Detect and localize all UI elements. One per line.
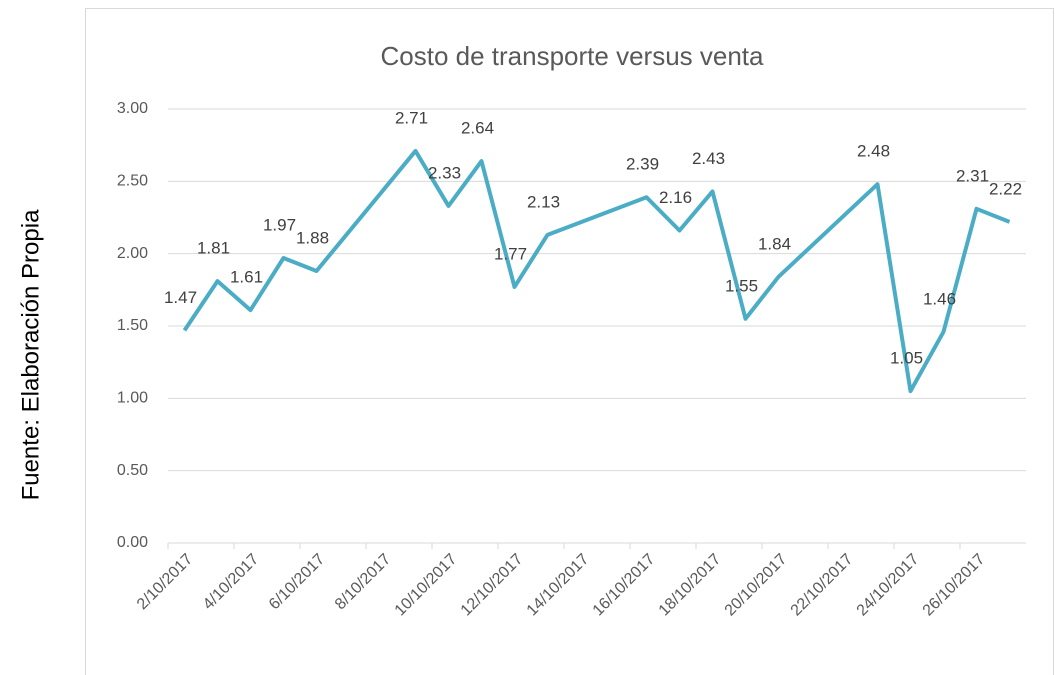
data-label: 1.97 — [263, 215, 296, 234]
data-label: 2.48 — [857, 142, 890, 161]
y-tick-label: 0.00 — [117, 534, 148, 551]
y-tick-label: 0.50 — [117, 462, 148, 479]
chart-title: Costo de transporte versus venta — [381, 41, 765, 71]
data-label: 2.43 — [692, 149, 725, 168]
data-label: 1.84 — [758, 234, 791, 253]
data-line — [182, 148, 1011, 394]
data-label: 1.61 — [230, 268, 263, 287]
source-note: Fuente: Elaboración Propia — [17, 209, 44, 501]
y-tick-label: 2.50 — [117, 173, 148, 190]
data-label: 1.55 — [725, 276, 758, 295]
data-label: 2.16 — [659, 188, 692, 207]
data-label: 2.64 — [461, 119, 494, 138]
data-label: 1.77 — [494, 244, 527, 263]
chart-frame — [85, 8, 1054, 675]
data-label: 2.71 — [395, 108, 428, 127]
data-label: 2.33 — [428, 163, 461, 182]
data-label: 2.13 — [527, 192, 560, 211]
data-label: 2.39 — [626, 155, 659, 174]
data-label: 2.31 — [956, 166, 989, 185]
data-label: 1.88 — [296, 229, 329, 248]
y-tick-label: 1.50 — [117, 317, 148, 334]
data-label: 1.05 — [890, 349, 923, 368]
data-label: 1.47 — [164, 288, 197, 307]
data-label: 1.46 — [923, 289, 956, 308]
y-tick-label: 2.00 — [117, 245, 148, 262]
y-tick-label: 3.00 — [117, 100, 148, 117]
data-label: 2.22 — [989, 179, 1022, 198]
data-label: 1.81 — [197, 239, 230, 258]
y-tick-label: 1.00 — [117, 390, 148, 407]
